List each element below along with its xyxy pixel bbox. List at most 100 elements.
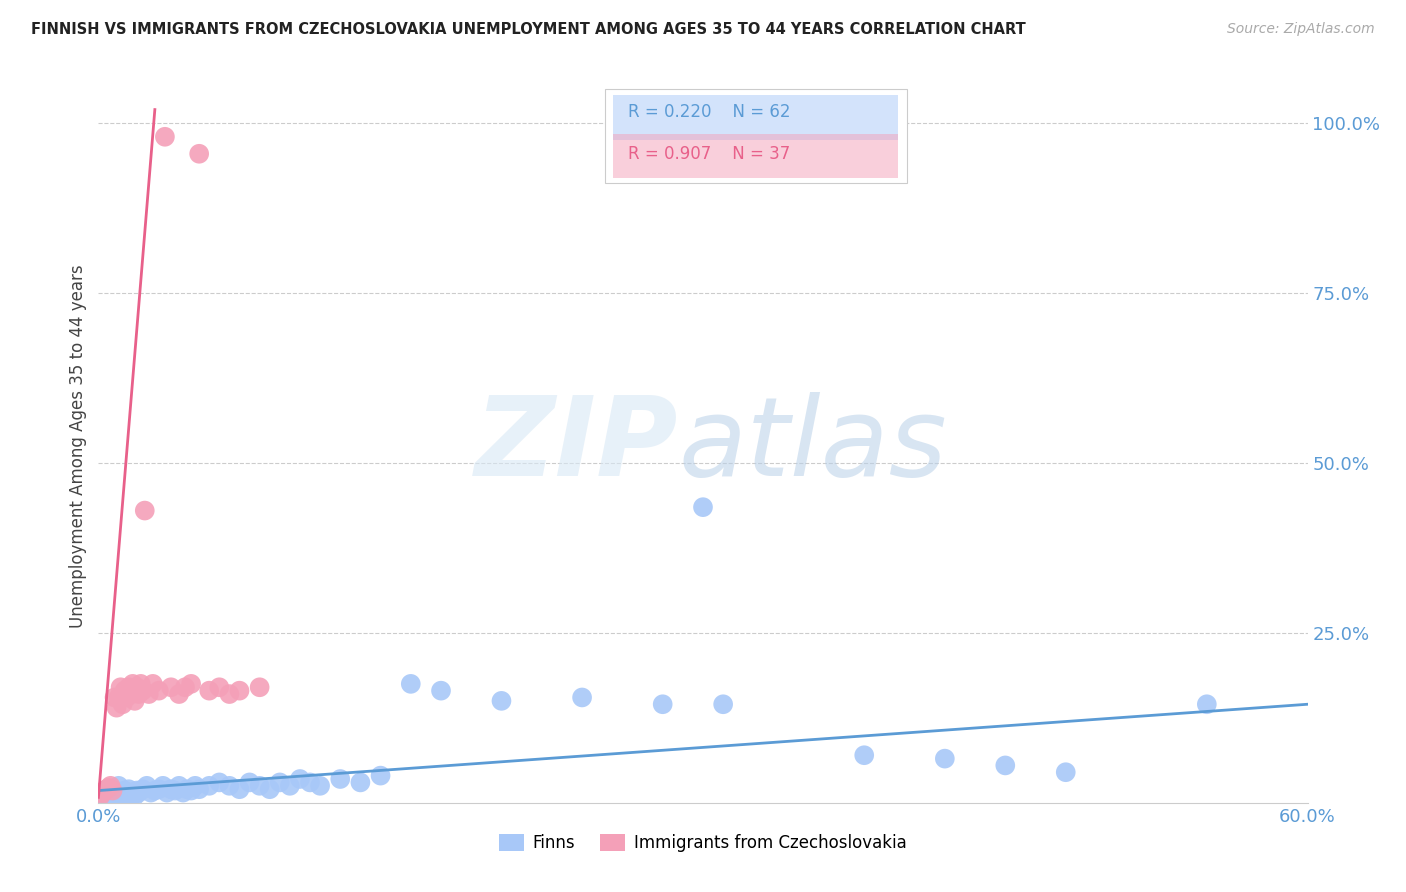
Point bbox=[651, 698, 673, 712]
Point bbox=[208, 775, 231, 789]
Point bbox=[120, 687, 142, 701]
Point bbox=[399, 677, 422, 691]
Point bbox=[118, 782, 141, 797]
Point bbox=[124, 789, 146, 803]
Point bbox=[153, 129, 176, 144]
Point bbox=[125, 680, 148, 694]
Point bbox=[571, 690, 593, 705]
Point bbox=[299, 775, 322, 789]
Point bbox=[105, 790, 128, 805]
Point bbox=[103, 783, 125, 797]
Point bbox=[853, 748, 876, 763]
Point bbox=[228, 782, 250, 797]
Point bbox=[172, 786, 194, 800]
Point bbox=[148, 683, 170, 698]
Point bbox=[107, 779, 129, 793]
Point bbox=[218, 687, 240, 701]
Y-axis label: Unemployment Among Ages 35 to 44 years: Unemployment Among Ages 35 to 44 years bbox=[69, 264, 87, 628]
Point bbox=[934, 751, 956, 765]
Point bbox=[692, 500, 714, 515]
Point bbox=[249, 680, 271, 694]
Point bbox=[218, 779, 240, 793]
Point bbox=[370, 769, 392, 783]
Point bbox=[128, 786, 150, 800]
Point bbox=[711, 698, 734, 712]
Point bbox=[114, 783, 136, 797]
Point bbox=[132, 782, 155, 797]
Point bbox=[138, 687, 160, 701]
Point bbox=[349, 775, 371, 789]
Point bbox=[121, 677, 143, 691]
Point bbox=[125, 783, 148, 797]
Point bbox=[994, 758, 1017, 772]
Point bbox=[134, 503, 156, 517]
Point bbox=[97, 780, 120, 795]
Point bbox=[259, 782, 281, 797]
Point bbox=[103, 690, 125, 705]
Point bbox=[184, 779, 207, 793]
Point bbox=[105, 700, 128, 714]
Point bbox=[163, 783, 186, 797]
Point bbox=[167, 687, 190, 701]
Point bbox=[1054, 765, 1077, 780]
Point bbox=[139, 786, 162, 800]
Point bbox=[101, 786, 124, 800]
Point bbox=[160, 680, 183, 694]
Point bbox=[93, 790, 115, 805]
Text: FINNISH VS IMMIGRANTS FROM CZECHOSLOVAKIA UNEMPLOYMENT AMONG AGES 35 TO 44 YEARS: FINNISH VS IMMIGRANTS FROM CZECHOSLOVAKI… bbox=[31, 22, 1026, 37]
Point bbox=[491, 694, 513, 708]
Point bbox=[329, 772, 352, 786]
Point bbox=[129, 677, 152, 691]
Point bbox=[167, 779, 190, 793]
Point bbox=[101, 783, 124, 797]
Point bbox=[114, 683, 136, 698]
Point bbox=[96, 788, 118, 802]
Point bbox=[188, 146, 211, 161]
Point bbox=[152, 779, 174, 793]
Point bbox=[118, 680, 141, 694]
Point bbox=[1195, 698, 1218, 712]
Point bbox=[239, 775, 262, 789]
Text: R = 0.907    N = 37: R = 0.907 N = 37 bbox=[628, 145, 790, 163]
Point bbox=[156, 786, 179, 800]
Legend: Finns, Immigrants from Czechoslovakia: Finns, Immigrants from Czechoslovakia bbox=[494, 827, 912, 859]
Point bbox=[278, 779, 301, 793]
Point bbox=[91, 786, 114, 800]
Point bbox=[97, 782, 120, 797]
Point bbox=[142, 677, 165, 691]
Point bbox=[188, 782, 211, 797]
Point bbox=[100, 789, 122, 803]
Point bbox=[115, 690, 138, 705]
Point bbox=[208, 680, 231, 694]
Point bbox=[121, 786, 143, 800]
Point bbox=[132, 683, 155, 698]
Point bbox=[111, 698, 134, 712]
Point bbox=[107, 690, 129, 705]
Point bbox=[198, 683, 221, 698]
Text: ZIP: ZIP bbox=[475, 392, 679, 500]
Point bbox=[288, 772, 311, 786]
Point bbox=[430, 683, 453, 698]
Point bbox=[115, 786, 138, 800]
Point bbox=[120, 790, 142, 805]
Point bbox=[249, 779, 271, 793]
Point bbox=[228, 683, 250, 698]
Point bbox=[96, 782, 118, 797]
Point bbox=[176, 782, 198, 797]
Point bbox=[160, 782, 183, 797]
Point bbox=[174, 680, 197, 694]
Point bbox=[93, 783, 115, 797]
Point bbox=[128, 687, 150, 701]
Point bbox=[135, 779, 157, 793]
Point bbox=[309, 779, 332, 793]
Point bbox=[91, 786, 114, 800]
Point bbox=[148, 782, 170, 797]
Point bbox=[89, 789, 111, 803]
Point bbox=[111, 789, 134, 803]
Point bbox=[180, 783, 202, 797]
Text: atlas: atlas bbox=[679, 392, 948, 500]
Text: Source: ZipAtlas.com: Source: ZipAtlas.com bbox=[1227, 22, 1375, 37]
Point bbox=[110, 788, 132, 802]
Point bbox=[269, 775, 291, 789]
Point bbox=[198, 779, 221, 793]
